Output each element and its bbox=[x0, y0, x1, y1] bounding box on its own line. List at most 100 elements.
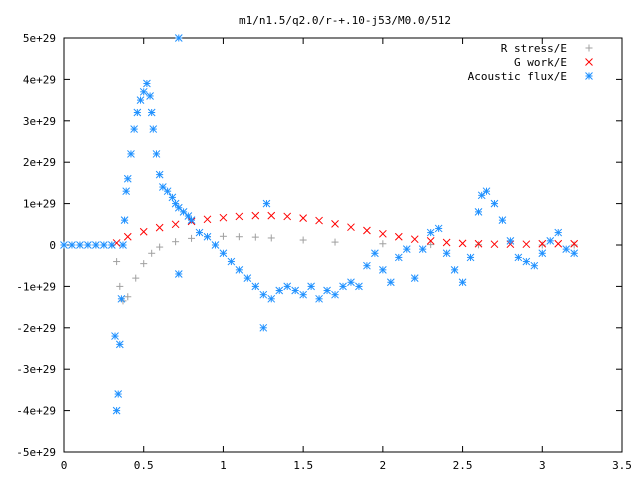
x-tick-label: 1 bbox=[220, 459, 227, 472]
data-point bbox=[466, 253, 475, 262]
data-point bbox=[379, 265, 387, 274]
data-point bbox=[171, 220, 180, 229]
y-tick-label: 0 bbox=[49, 239, 56, 252]
data-point bbox=[219, 232, 227, 240]
data-point bbox=[474, 239, 483, 248]
data-point bbox=[133, 108, 142, 117]
data-point bbox=[538, 249, 547, 258]
data-point bbox=[149, 125, 158, 133]
data-point bbox=[155, 223, 164, 232]
data-point bbox=[203, 232, 212, 241]
data-point bbox=[136, 96, 145, 104]
data-point bbox=[123, 174, 132, 183]
legend-marker bbox=[585, 58, 593, 66]
data-point bbox=[259, 323, 268, 332]
y-tick-label: -5e+29 bbox=[16, 446, 56, 459]
x-tick-label: 0.5 bbox=[134, 459, 154, 472]
x-tick-label: 0 bbox=[61, 459, 68, 472]
data-point bbox=[187, 216, 196, 225]
data-point bbox=[522, 257, 531, 266]
data-point bbox=[323, 286, 331, 295]
legend-label: R stress/E bbox=[501, 42, 567, 55]
data-point bbox=[434, 224, 443, 233]
data-point bbox=[490, 199, 499, 208]
axes: 5e+29 4e+29 3e+29 2e+29 1e+29 0 -1e+29 -2e+29 -3… bbox=[16, 32, 632, 472]
data-point bbox=[117, 294, 126, 303]
data-point bbox=[442, 238, 451, 247]
data-point bbox=[84, 241, 92, 249]
legend-label: Acoustic flux/E bbox=[468, 70, 567, 83]
data-point bbox=[477, 191, 486, 200]
data-point bbox=[379, 240, 387, 248]
data-point bbox=[163, 187, 172, 196]
y-tick-label: -2e+29 bbox=[16, 322, 56, 335]
data-point bbox=[172, 238, 180, 246]
data-point bbox=[139, 87, 148, 96]
y-tick-label: 1e+29 bbox=[23, 198, 56, 211]
data-point bbox=[116, 282, 124, 290]
data-point bbox=[458, 278, 467, 287]
data-point bbox=[514, 253, 523, 262]
data-point bbox=[538, 239, 547, 248]
data-point bbox=[315, 216, 323, 225]
data-point bbox=[427, 241, 435, 249]
data-point bbox=[60, 241, 68, 249]
data-point bbox=[283, 212, 292, 221]
data-point bbox=[267, 234, 275, 242]
data-point bbox=[219, 249, 228, 258]
data-point bbox=[339, 282, 347, 291]
data-point bbox=[554, 239, 563, 248]
data-point bbox=[122, 187, 131, 196]
data-point bbox=[299, 290, 307, 299]
plot-marks bbox=[60, 34, 579, 415]
data-point bbox=[203, 215, 212, 224]
data-point bbox=[554, 228, 563, 237]
data-point bbox=[100, 241, 108, 249]
data-point bbox=[127, 150, 135, 158]
data-point bbox=[251, 282, 260, 291]
y-tick-label: 4e+29 bbox=[23, 73, 56, 86]
data-point bbox=[140, 260, 148, 268]
data-point bbox=[147, 108, 156, 117]
x-tick-label: 2 bbox=[380, 459, 387, 472]
data-point bbox=[442, 249, 451, 258]
series-2 bbox=[60, 34, 579, 415]
y-tick-label: 3e+29 bbox=[23, 115, 56, 128]
data-point bbox=[402, 245, 411, 253]
data-point bbox=[119, 241, 127, 249]
data-point bbox=[152, 150, 161, 158]
data-point bbox=[386, 278, 395, 287]
data-point bbox=[498, 216, 507, 225]
data-point bbox=[219, 213, 228, 222]
data-point bbox=[394, 232, 403, 241]
data-point bbox=[562, 245, 571, 253]
data-point bbox=[114, 390, 123, 398]
data-point bbox=[458, 239, 467, 248]
y-tick-label: -4e+29 bbox=[16, 405, 56, 418]
data-point bbox=[299, 214, 307, 222]
data-point bbox=[283, 282, 292, 291]
data-point bbox=[143, 79, 151, 88]
data-point bbox=[475, 241, 483, 249]
data-point bbox=[195, 228, 204, 237]
data-point bbox=[570, 249, 579, 258]
data-point bbox=[450, 265, 459, 274]
data-point bbox=[68, 241, 76, 249]
series-0 bbox=[60, 232, 578, 305]
data-point bbox=[188, 234, 196, 242]
data-point bbox=[120, 216, 129, 225]
data-point bbox=[156, 243, 164, 251]
legend-marker bbox=[585, 44, 593, 52]
data-point bbox=[267, 294, 276, 303]
legend-marker bbox=[585, 72, 593, 80]
data-point bbox=[171, 199, 180, 208]
data-point bbox=[146, 92, 154, 100]
data-point bbox=[291, 286, 300, 295]
data-point bbox=[251, 211, 260, 220]
data-point bbox=[139, 227, 148, 236]
data-point bbox=[148, 249, 156, 257]
data-point bbox=[243, 274, 252, 282]
data-point bbox=[259, 290, 268, 299]
